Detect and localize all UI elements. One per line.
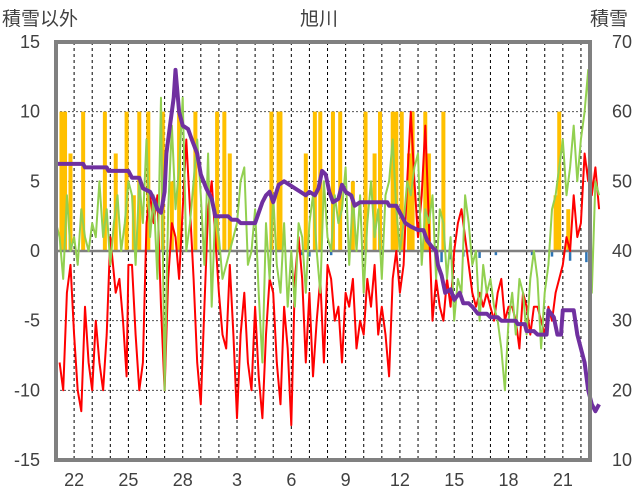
- bar-降水量: [102, 111, 107, 252]
- left-tick-label: -10: [14, 380, 40, 400]
- series-lines: [55, 67, 601, 427]
- bar-降雪: [478, 251, 481, 258]
- right-axis-label: 積雪: [590, 9, 629, 30]
- x-tick-label: 6: [286, 470, 296, 490]
- bar-降水量: [63, 111, 68, 252]
- right-tick-label: 20: [612, 380, 632, 400]
- bar-降雪: [329, 251, 333, 256]
- bar-降雪: [568, 251, 572, 261]
- left-tick-label: -5: [24, 311, 40, 331]
- x-tick-label: 22: [64, 470, 84, 490]
- bar-降水量: [312, 111, 317, 252]
- bar-降水量: [423, 111, 428, 252]
- bar-降水量: [441, 111, 446, 252]
- bar-降水量: [68, 153, 73, 251]
- right-tick-label: 40: [612, 241, 632, 261]
- bar-降水量: [350, 181, 355, 251]
- bar-降雪: [550, 251, 554, 257]
- left-tick-label: -15: [14, 450, 40, 470]
- bar-降水量: [59, 111, 64, 252]
- bar-降水量: [553, 195, 558, 251]
- x-tick-label: 15: [444, 470, 464, 490]
- bar-降水量: [169, 181, 174, 251]
- bar-降水量: [406, 153, 411, 251]
- bar-降水量: [338, 111, 343, 252]
- bar-降水量: [81, 111, 86, 252]
- bar-降水量: [177, 111, 182, 252]
- left-tick-label: 10: [20, 102, 40, 122]
- x-tick-label: 9: [341, 470, 351, 490]
- right-tick-label: 60: [612, 102, 632, 122]
- bar-降水量: [378, 111, 383, 252]
- left-axis-label: 積雪以外: [2, 9, 79, 30]
- bar-降水量: [394, 111, 399, 252]
- bar-降水量: [215, 111, 220, 252]
- x-tick-label: 25: [118, 470, 138, 490]
- bar-降水量: [227, 153, 232, 251]
- bar-降水量: [390, 111, 395, 252]
- x-tick-label: 18: [499, 470, 519, 490]
- left-tick-label: 15: [20, 32, 40, 52]
- bar-降水量: [557, 111, 562, 252]
- bar-降雪: [494, 251, 498, 256]
- plot-frame: [54, 40, 592, 462]
- chart-title: 旭川: [300, 9, 339, 30]
- bar-降雪: [308, 251, 311, 257]
- bar-降水量: [124, 111, 129, 252]
- right-tick-label: 30: [612, 311, 632, 331]
- bar-降水量: [399, 111, 404, 252]
- bar-降水量: [303, 153, 308, 251]
- bar-降雪: [300, 251, 304, 256]
- bar-降雪: [585, 251, 588, 263]
- bar-降水量: [330, 111, 335, 252]
- series-line-積雪: [56, 67, 601, 414]
- x-tick-label: 3: [232, 470, 242, 490]
- bar-降雪: [440, 251, 443, 263]
- left-tick-label: 5: [30, 171, 40, 191]
- bar-降水量: [269, 111, 274, 252]
- bar-降雪: [530, 251, 534, 256]
- bar-降水量: [363, 111, 368, 252]
- x-tick-label: 12: [390, 470, 410, 490]
- bar-降水量: [566, 209, 571, 251]
- left-tick-label: 0: [30, 241, 40, 261]
- x-tick-label: 21: [553, 470, 573, 490]
- right-tick-label: 70: [612, 32, 632, 52]
- bar-降水量: [222, 111, 227, 252]
- right-tick-label: 50: [612, 171, 632, 191]
- bar-降水量: [193, 111, 198, 252]
- right-tick-label: 10: [612, 450, 632, 470]
- x-tick-label: 28: [173, 470, 193, 490]
